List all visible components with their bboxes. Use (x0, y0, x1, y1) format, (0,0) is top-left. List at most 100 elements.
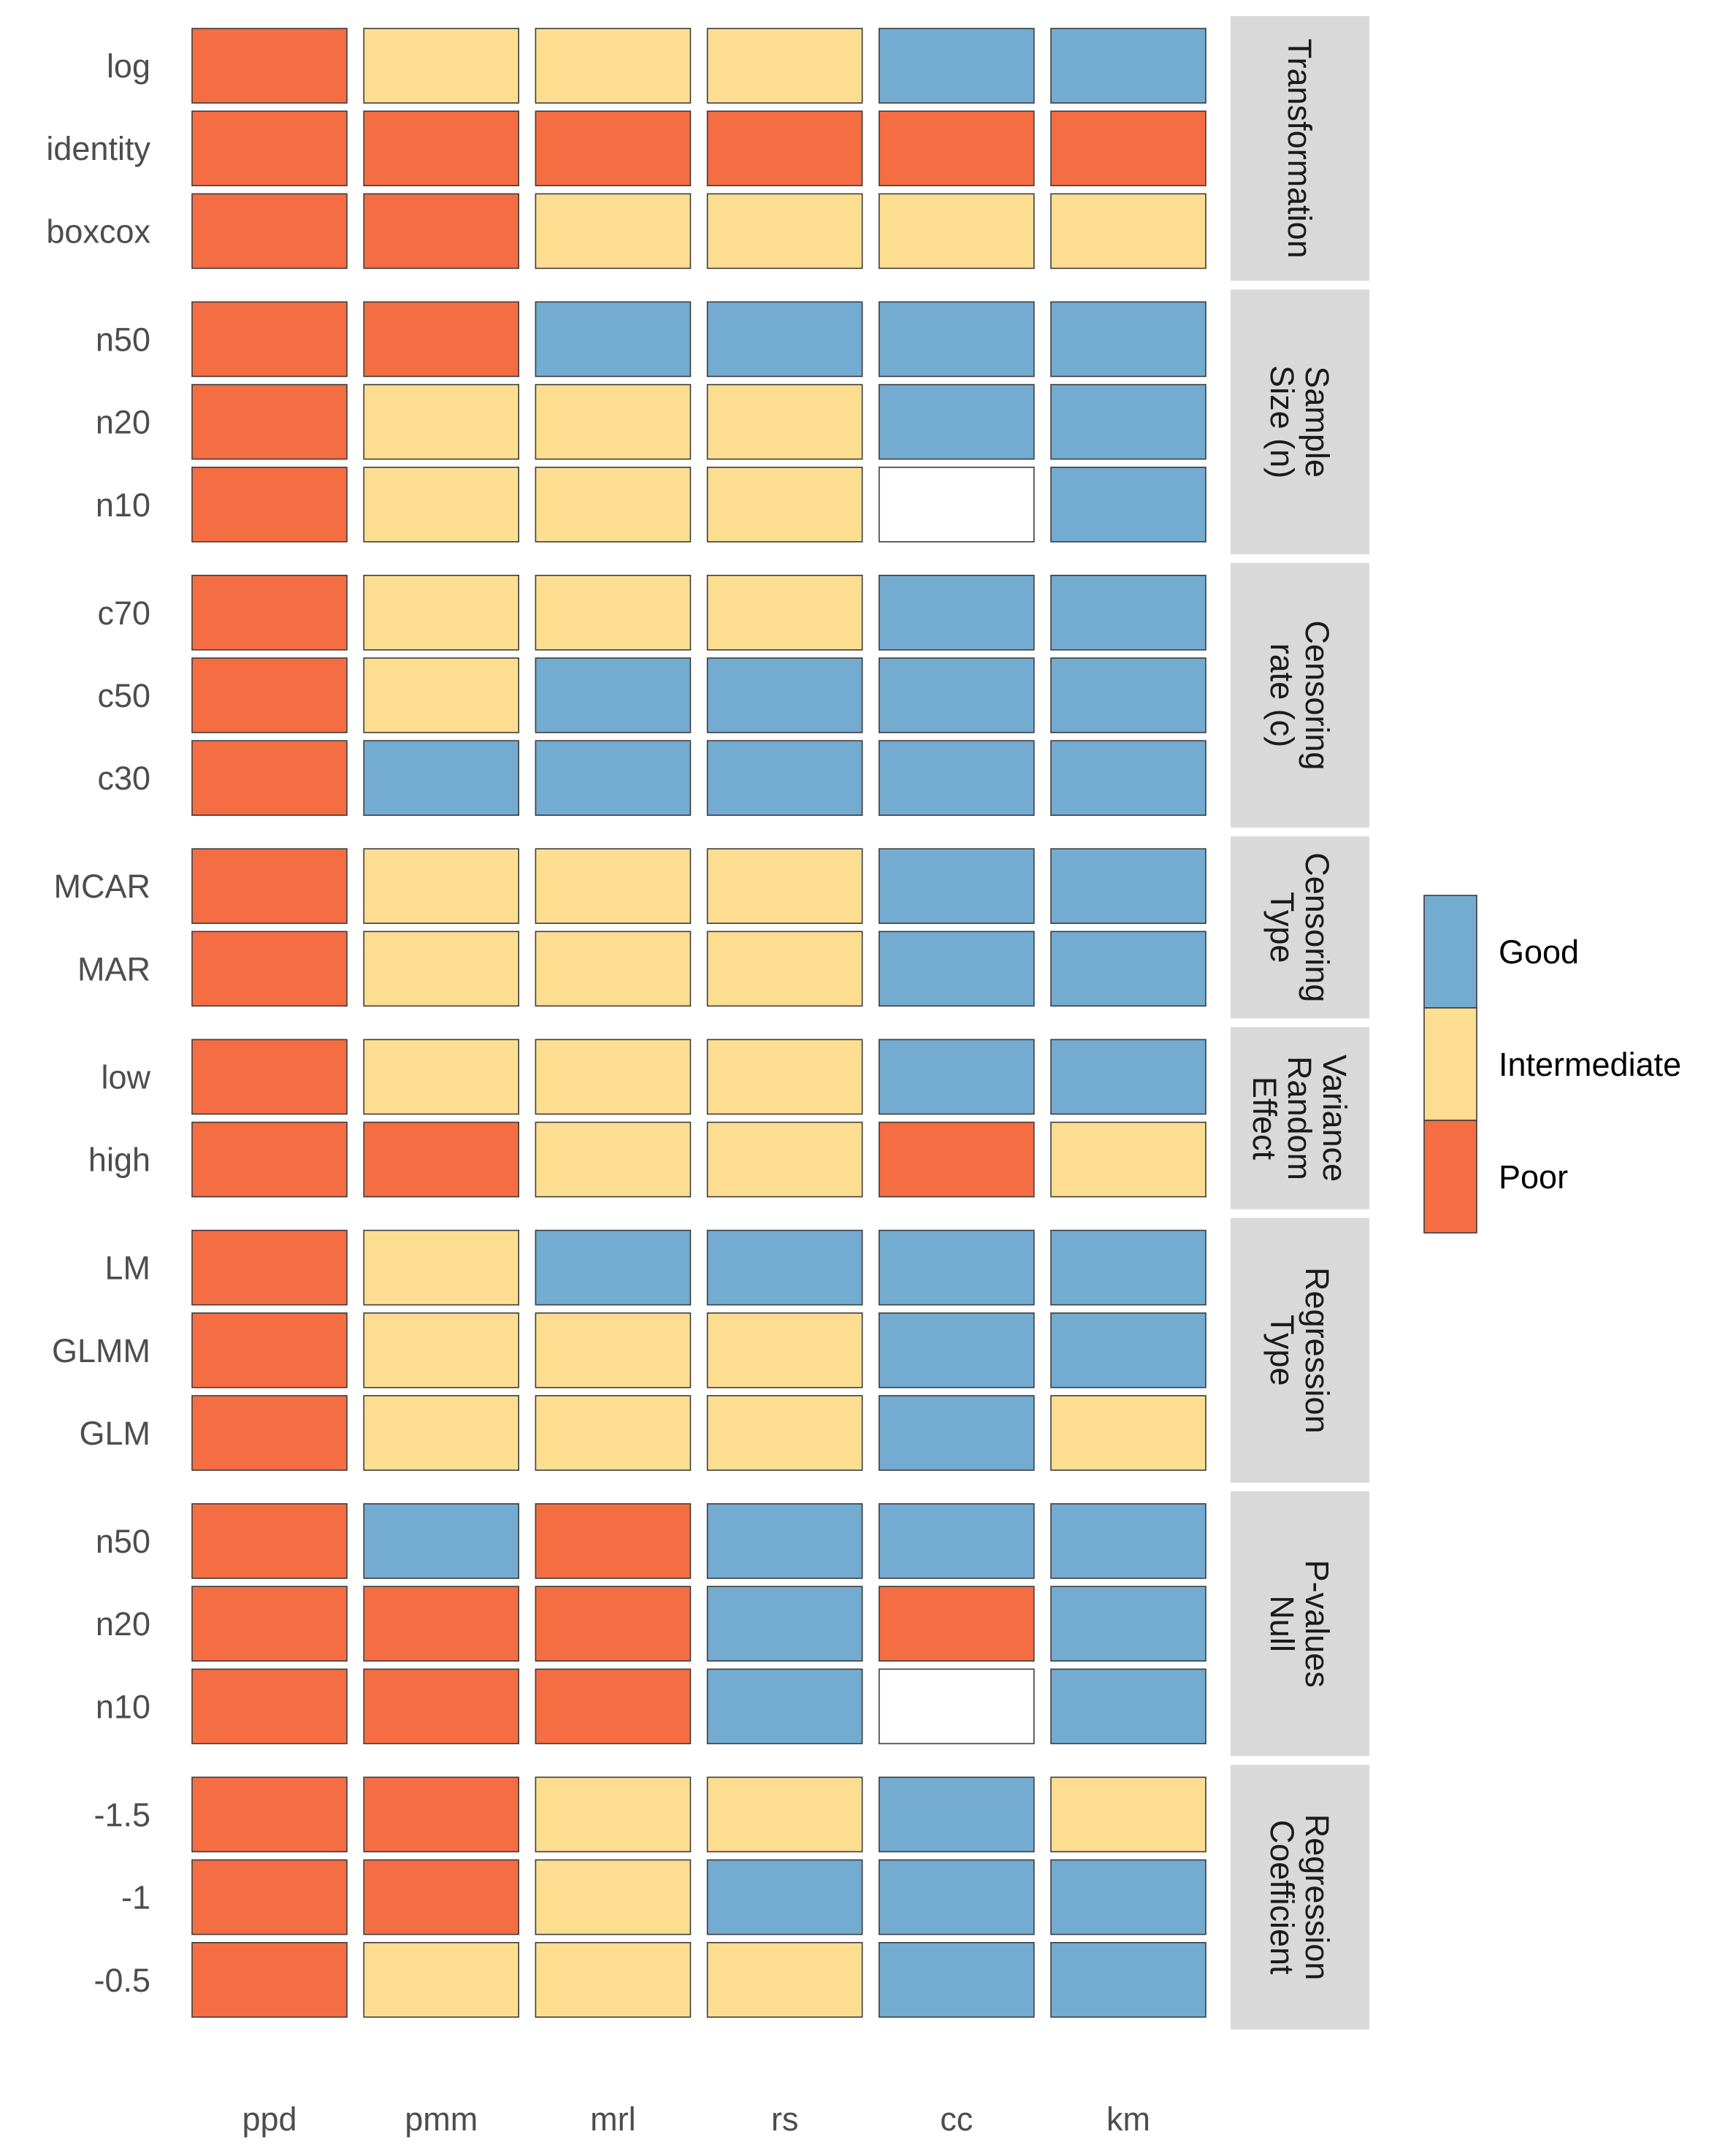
x-tick-label: cc (940, 2100, 973, 2138)
heatmap-cell (879, 930, 1035, 1007)
heatmap-cell (879, 466, 1035, 543)
facet-strip-label: Transformation (1281, 39, 1318, 259)
facet-strip (1231, 16, 1369, 281)
heatmap-cell (1050, 383, 1206, 460)
row-label: c70 (97, 595, 150, 632)
heatmap-cell (535, 1942, 692, 2018)
heatmap-cell (535, 574, 692, 651)
facet-strip-label: VarianceRandomEffect (1246, 1055, 1353, 1182)
heatmap-cell (1050, 301, 1206, 378)
heatmap-cell (706, 1668, 863, 1745)
heatmap-cell (1050, 1121, 1206, 1198)
heatmap-cell (535, 1859, 692, 1935)
heatmap-cell (363, 1668, 520, 1745)
panel-5: LM GLMM GLM RegressionType (52, 1217, 1369, 1483)
panel-2: c70 c50 c30 Censoringrate (c) (97, 562, 1369, 828)
heatmap-cell (363, 1121, 520, 1198)
heatmap-cell (535, 740, 692, 817)
x-axis-labels: ppd pmm mrl rs cc km (242, 2100, 1150, 2138)
row-label: n10 (96, 1688, 150, 1725)
heatmap-cell (191, 1039, 348, 1115)
facet-strip-label: SampleSize (n) (1263, 365, 1336, 478)
facet-strip-label: P-valuesNull (1263, 1560, 1336, 1688)
legend-key (1423, 1120, 1477, 1234)
heatmap-cell (363, 1503, 520, 1579)
heatmap-cell (706, 657, 863, 733)
heatmap-cell (363, 301, 520, 378)
heatmap-cell (879, 110, 1035, 186)
facet-strip-label: Censoringrate (c) (1263, 620, 1336, 770)
panel-1: n50 n20 n10 SampleSize (n) (96, 289, 1369, 554)
legend-label: Poor (1499, 1158, 1568, 1196)
row-label: low (101, 1058, 150, 1096)
heatmap-cell (1050, 1503, 1206, 1579)
facet-strip (1231, 562, 1369, 828)
heatmap-cell (1050, 28, 1206, 104)
heatmap-cell (1050, 1312, 1206, 1388)
heatmap-cell (535, 1312, 692, 1388)
heatmap-cell (879, 301, 1035, 378)
heatmap-cell (879, 1039, 1035, 1115)
row-label: GLMM (52, 1332, 150, 1369)
heatmap-cell (706, 740, 863, 817)
facet-strip-label: RegressionType (1263, 1267, 1336, 1434)
panel-3: MCAR MAR CensoringType (54, 836, 1369, 1019)
heatmap-cell (363, 848, 520, 924)
heatmap-cell (363, 383, 520, 460)
row-label: n20 (96, 404, 150, 441)
heatmap-cell (706, 930, 863, 1007)
heatmap-cell (535, 1586, 692, 1662)
heatmap-cell (1050, 740, 1206, 817)
heatmap-cell (363, 466, 520, 543)
heatmap-cell (191, 1942, 348, 2018)
heatmap-cell (363, 1229, 520, 1306)
heatmap-cell (535, 1121, 692, 1198)
heatmap-cell (535, 383, 692, 460)
heatmap-cell (363, 1859, 520, 1935)
heatmap-cell (535, 466, 692, 543)
heatmap-cell (1050, 1776, 1206, 1853)
panel-7: -1.5 -1 -0.5 RegressionCoefficient (93, 1765, 1369, 2030)
heatmap-cell (191, 1668, 348, 1745)
heatmap-cell (1050, 657, 1206, 733)
legend: Good Intermediate Poor (1423, 895, 1681, 1234)
row-label: n10 (96, 486, 150, 524)
row-label: c50 (97, 677, 150, 714)
heatmap-cell (363, 1312, 520, 1388)
heatmap-cell (706, 1503, 863, 1579)
facet-strip (1231, 1765, 1369, 2030)
row-label: -1.5 (93, 1796, 150, 1833)
legend-key (1423, 895, 1477, 1009)
panel-6: n50 n20 n10 P-valuesNull (96, 1491, 1369, 1756)
heatmap-cell (706, 1776, 863, 1853)
heatmap-cell (363, 1395, 520, 1471)
heatmap-cell (191, 1395, 348, 1471)
heatmap-cell (706, 574, 863, 651)
heatmap-cell (191, 740, 348, 817)
row-label: GLM (79, 1415, 150, 1452)
facet-strip-label: CensoringType (1263, 852, 1336, 1002)
row-label: MAR (77, 950, 150, 987)
heatmap-cell (879, 657, 1035, 733)
heatmap-cell (191, 383, 348, 460)
heatmap-cell (191, 930, 348, 1007)
heatmap-cell (535, 657, 692, 733)
row-label: log (107, 47, 150, 85)
heatmap-cell (879, 1859, 1035, 1935)
row-label: high (88, 1142, 150, 1179)
heatmap-cell (191, 1229, 348, 1306)
heatmap-cell (706, 1121, 863, 1198)
row-label: -1 (121, 1879, 150, 1916)
heatmap-cell (879, 848, 1035, 924)
heatmap-cell (1050, 193, 1206, 270)
heatmap-cell (535, 930, 692, 1007)
heatmap-cell (535, 1776, 692, 1853)
heatmap-cell (879, 1229, 1035, 1306)
heatmap-cell (1050, 110, 1206, 186)
heatmap-cell (1050, 1859, 1206, 1935)
row-label: LM (104, 1250, 150, 1287)
heatmap-cell (191, 1121, 348, 1198)
heatmap-cell (879, 1395, 1035, 1471)
heatmap-cell (1050, 1668, 1206, 1745)
heatmap-cell (1050, 1586, 1206, 1662)
